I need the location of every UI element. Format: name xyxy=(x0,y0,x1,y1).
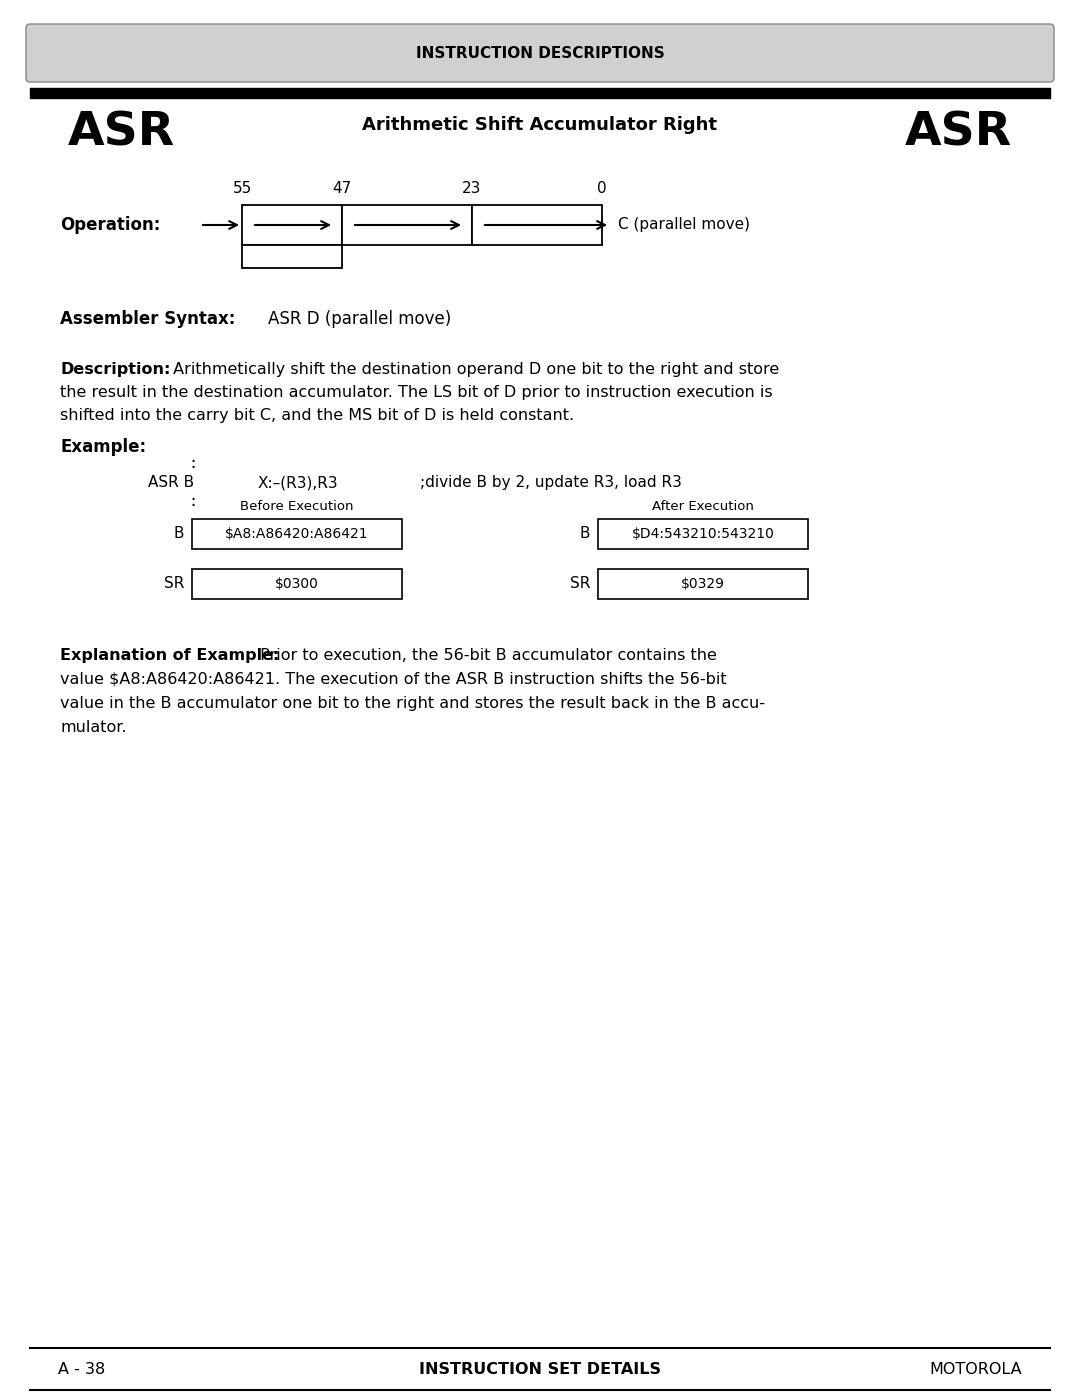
Text: Description:: Description: xyxy=(60,362,171,377)
Text: B: B xyxy=(174,527,184,542)
Bar xyxy=(242,244,342,268)
Bar xyxy=(192,569,402,599)
Text: value $A8:A86420:A86421. The execution of the ASR B instruction shifts the 56-bi: value $A8:A86420:A86421. The execution o… xyxy=(60,672,727,687)
Bar xyxy=(342,205,472,244)
Text: value in the B accumulator one bit to the right and stores the result back in th: value in the B accumulator one bit to th… xyxy=(60,696,765,711)
Text: SR: SR xyxy=(164,577,184,591)
Text: shifted into the carry bit C, and the MS bit of D is held constant.: shifted into the carry bit C, and the MS… xyxy=(60,408,575,423)
Text: Example:: Example: xyxy=(60,439,146,455)
Bar xyxy=(598,520,808,549)
Text: Arithmetically shift the destination operand D one bit to the right and store: Arithmetically shift the destination ope… xyxy=(168,362,780,377)
Text: Prior to execution, the 56-bit B accumulator contains the: Prior to execution, the 56-bit B accumul… xyxy=(255,648,717,664)
Text: ASR D (parallel move): ASR D (parallel move) xyxy=(268,310,451,328)
Text: 47: 47 xyxy=(333,182,352,196)
Text: $0329: $0329 xyxy=(681,577,725,591)
Text: INSTRUCTION DESCRIPTIONS: INSTRUCTION DESCRIPTIONS xyxy=(416,46,664,60)
Bar xyxy=(242,205,342,244)
Bar xyxy=(598,569,808,599)
Text: INSTRUCTION SET DETAILS: INSTRUCTION SET DETAILS xyxy=(419,1362,661,1376)
Text: the result in the destination accumulator. The LS bit of D prior to instruction : the result in the destination accumulato… xyxy=(60,386,772,400)
Text: 55: 55 xyxy=(232,182,252,196)
Text: 0: 0 xyxy=(597,182,607,196)
Text: Explanation of Example:: Explanation of Example: xyxy=(60,648,280,664)
Bar xyxy=(472,205,602,244)
Text: $A8:A86420:A86421: $A8:A86420:A86421 xyxy=(226,527,368,541)
Text: B: B xyxy=(580,527,590,542)
Text: Before Execution: Before Execution xyxy=(240,500,354,513)
Text: $0300: $0300 xyxy=(275,577,319,591)
Text: :: : xyxy=(188,495,198,509)
Text: :: : xyxy=(188,455,198,471)
Text: mulator.: mulator. xyxy=(60,719,126,735)
Text: $D4:543210:543210: $D4:543210:543210 xyxy=(632,527,774,541)
Text: After Execution: After Execution xyxy=(652,500,754,513)
Text: Arithmetic Shift Accumulator Right: Arithmetic Shift Accumulator Right xyxy=(363,116,717,134)
Text: Operation:: Operation: xyxy=(60,217,160,235)
Text: SR: SR xyxy=(569,577,590,591)
Text: MOTOROLA: MOTOROLA xyxy=(930,1362,1022,1376)
Text: Assembler Syntax:: Assembler Syntax: xyxy=(60,310,235,328)
Text: ASR B: ASR B xyxy=(148,475,194,490)
Bar xyxy=(192,520,402,549)
Text: X:–(R3),R3: X:–(R3),R3 xyxy=(258,475,339,490)
Text: C (parallel move): C (parallel move) xyxy=(618,218,750,232)
Text: ASR: ASR xyxy=(905,110,1012,155)
FancyBboxPatch shape xyxy=(26,24,1054,82)
Text: 23: 23 xyxy=(462,182,482,196)
Text: ASR: ASR xyxy=(68,110,175,155)
Text: ;divide B by 2, update R3, load R3: ;divide B by 2, update R3, load R3 xyxy=(420,475,681,490)
Text: A - 38: A - 38 xyxy=(58,1362,105,1376)
